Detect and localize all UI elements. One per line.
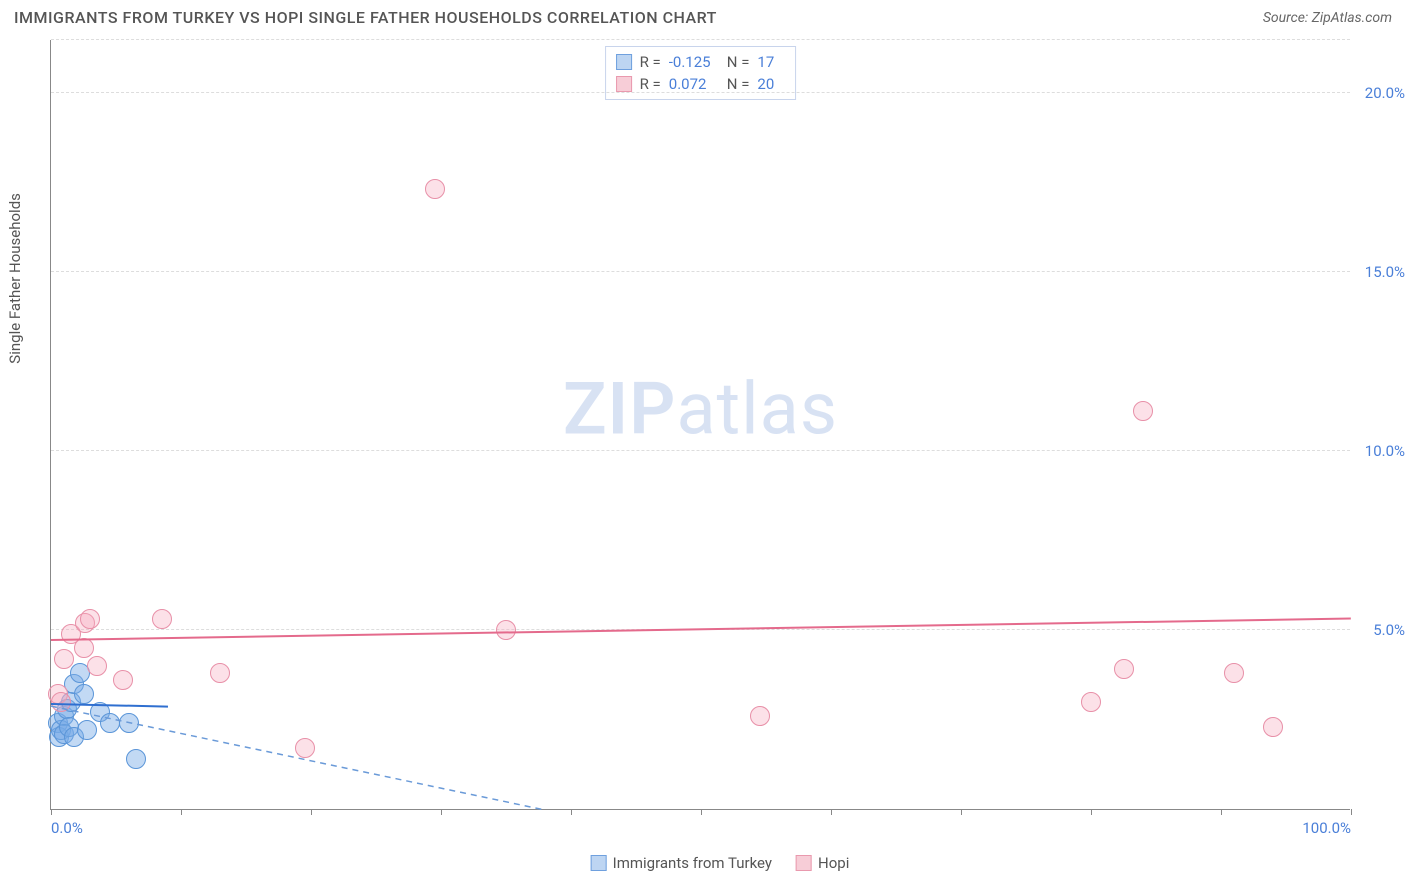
n-value: 20 (757, 75, 785, 93)
scatter-point-hopi (74, 638, 94, 658)
scatter-point-turkey (100, 713, 120, 733)
scatter-point-hopi (210, 663, 230, 683)
y-axis-label: Single Father Households (6, 193, 24, 364)
x-tick-label: 0.0% (51, 819, 83, 837)
chart-header: IMMIGRANTS FROM TURKEY VS HOPI SINGLE FA… (0, 0, 1406, 33)
y-tick-label: 20.0% (1355, 84, 1405, 102)
trendline-turkey-dashed (51, 40, 1351, 810)
chart-container: Single Father Households ZIPatlas R =-0.… (50, 40, 1390, 840)
scatter-point-hopi (295, 738, 315, 758)
scatter-point-hopi (152, 609, 172, 629)
source-attribution: Source: ZipAtlas.com (1263, 10, 1392, 26)
plot-area: ZIPatlas R =-0.125N =17R =0.072N =20 5.0… (50, 40, 1350, 810)
scatter-point-hopi (51, 692, 71, 712)
scatter-point-hopi (750, 706, 770, 726)
source-name: ZipAtlas.com (1312, 10, 1392, 26)
x-tick (181, 809, 182, 815)
x-tick (311, 809, 312, 815)
legend-swatch (616, 76, 632, 92)
r-label: R = (640, 53, 661, 71)
r-value: -0.125 (669, 53, 719, 71)
x-tick (1221, 809, 1222, 815)
r-value: 0.072 (669, 75, 719, 93)
x-tick (51, 809, 52, 815)
legend-label: Immigrants from Turkey (613, 854, 772, 872)
x-tick (961, 809, 962, 815)
scatter-point-hopi (1133, 401, 1153, 421)
gridline (51, 39, 1350, 40)
chart-title: IMMIGRANTS FROM TURKEY VS HOPI SINGLE FA… (14, 8, 717, 27)
scatter-point-hopi (425, 179, 445, 199)
x-tick (441, 809, 442, 815)
scatter-point-turkey (119, 713, 139, 733)
scatter-point-hopi (113, 670, 133, 690)
n-value: 17 (757, 53, 785, 71)
legend-swatch (796, 855, 812, 871)
scatter-point-hopi (1081, 692, 1101, 712)
x-tick-label: 100.0% (1302, 819, 1351, 837)
scatter-point-turkey (77, 720, 97, 740)
source-prefix: Source: (1263, 10, 1312, 26)
watermark: ZIPatlas (563, 367, 838, 452)
scatter-point-turkey (126, 749, 146, 769)
n-label: N = (727, 75, 750, 93)
legend-swatch (591, 855, 607, 871)
scatter-point-hopi (496, 620, 516, 640)
scatter-point-hopi (54, 649, 74, 669)
r-label: R = (640, 75, 661, 93)
legend-item: Hopi (796, 854, 849, 872)
stats-row: R = -0.125 N = 17 (616, 51, 786, 73)
x-tick (1351, 809, 1352, 815)
scatter-point-hopi (1263, 717, 1283, 737)
series-legend: Immigrants from Turkey Hopi (591, 854, 850, 872)
n-label: N = (727, 53, 750, 71)
gridline (51, 92, 1350, 93)
scatter-point-hopi (1114, 659, 1134, 679)
x-tick (831, 809, 832, 815)
scatter-point-hopi (1224, 663, 1244, 683)
scatter-point-hopi (87, 656, 107, 676)
x-tick (1091, 809, 1092, 815)
scatter-point-turkey (74, 684, 94, 704)
gridline (51, 450, 1350, 451)
x-tick (701, 809, 702, 815)
watermark-bold: ZIP (563, 367, 676, 452)
y-tick-label: 15.0% (1355, 263, 1405, 281)
y-tick-label: 10.0% (1355, 442, 1405, 460)
gridline (51, 271, 1350, 272)
watermark-light: atlas (676, 367, 838, 452)
legend-swatch (616, 54, 632, 70)
y-tick-label: 5.0% (1355, 621, 1405, 639)
x-tick (571, 809, 572, 815)
legend-item: Immigrants from Turkey (591, 854, 772, 872)
scatter-point-hopi (80, 609, 100, 629)
legend-label: Hopi (818, 854, 849, 872)
